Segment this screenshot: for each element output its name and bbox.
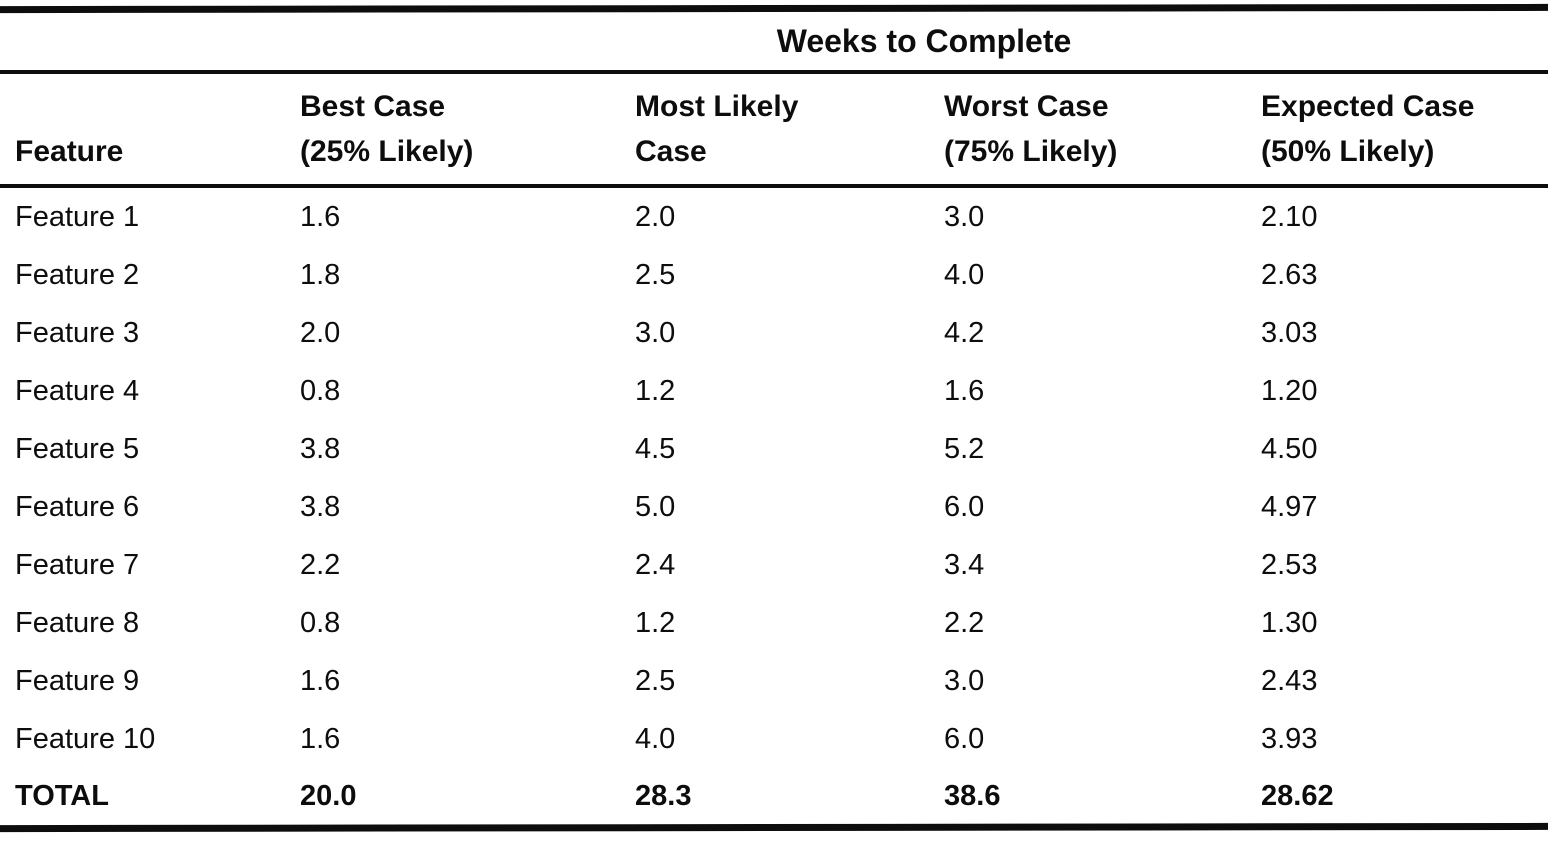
- best-case-value: 3.8: [300, 490, 341, 523]
- most-likely-value: 5.0: [635, 490, 676, 523]
- worst-case-value: 6.0: [944, 490, 985, 523]
- total-most-likely-value: 28.3: [635, 779, 692, 812]
- feature-name: Feature 10: [15, 722, 156, 755]
- expected-case-value: 3.93: [1261, 722, 1318, 755]
- table-spanner-heading: Weeks to Complete: [776, 22, 1072, 59]
- total-worst-case-value: 38.6: [944, 779, 1001, 812]
- most-likely-value: 2.0: [635, 200, 676, 233]
- feature-name: Feature 1: [15, 200, 140, 233]
- best-case-value: 2.0: [300, 316, 341, 349]
- feature-name: Feature 5: [15, 432, 140, 465]
- expected-case-value: 2.53: [1261, 548, 1318, 581]
- worst-case-value: 5.2: [944, 432, 985, 465]
- most-likely-value: 2.5: [635, 258, 676, 291]
- expected-case-value: 1.20: [1261, 374, 1318, 407]
- feature-name: Feature 8: [15, 606, 140, 639]
- most-likely-value: 2.4: [635, 548, 676, 581]
- table-row: Feature 1 1.6 2.0 3.0 2.10: [0, 188, 1548, 246]
- column-header-line1: Feature: [15, 135, 124, 168]
- most-likely-value: 1.2: [635, 374, 676, 407]
- total-best-case-value: 20.0: [300, 779, 357, 812]
- table-row: Feature 8 0.8 1.2 2.2 1.30: [0, 594, 1548, 652]
- total-label: TOTAL: [15, 779, 109, 812]
- column-header-expected-case: Expected Case (50% Likely): [1261, 84, 1548, 174]
- expected-case-value: 2.10: [1261, 200, 1318, 233]
- column-header-most-likely: Most Likely Case: [635, 84, 944, 174]
- table-bottom-rule: [0, 822, 1548, 833]
- feature-name: Feature 9: [15, 664, 140, 697]
- table-row: Feature 2 1.8 2.5 4.0 2.63: [0, 246, 1548, 304]
- table-row: Feature 5 3.8 4.5 5.2 4.50: [0, 420, 1548, 478]
- worst-case-value: 3.0: [944, 200, 985, 233]
- table-row: Feature 4 0.8 1.2 1.6 1.20: [0, 362, 1548, 420]
- column-header-worst-case: Worst Case (75% Likely): [944, 84, 1261, 174]
- column-header-line2: (25% Likely): [300, 135, 474, 168]
- best-case-value: 1.6: [300, 722, 341, 755]
- most-likely-value: 2.5: [635, 664, 676, 697]
- column-header-line1: Worst Case: [944, 90, 1109, 123]
- expected-case-value: 3.03: [1261, 316, 1318, 349]
- best-case-value: 1.6: [300, 200, 341, 233]
- worst-case-value: 6.0: [944, 722, 985, 755]
- worst-case-value: 3.0: [944, 664, 985, 697]
- expected-case-value: 2.43: [1261, 664, 1318, 697]
- feature-name: Feature 4: [15, 374, 140, 407]
- column-header-line2: (75% Likely): [944, 135, 1118, 168]
- worst-case-value: 4.2: [944, 316, 985, 349]
- worst-case-value: 4.0: [944, 258, 985, 291]
- expected-case-value: 4.97: [1261, 490, 1318, 523]
- spanner-heading-row: Weeks to Complete: [0, 12, 1548, 70]
- worst-case-value: 2.2: [944, 606, 985, 639]
- table-row: Feature 9 1.6 2.5 3.0 2.43: [0, 652, 1548, 710]
- expected-case-value: 1.30: [1261, 606, 1318, 639]
- most-likely-value: 3.0: [635, 316, 676, 349]
- feature-name: Feature 7: [15, 548, 140, 581]
- expected-case-value: 2.63: [1261, 258, 1318, 291]
- column-header-line1: Best Case: [300, 90, 446, 123]
- spanner-divider-rule: [0, 70, 1548, 74]
- table-row: Feature 6 3.8 5.0 6.0 4.97: [0, 478, 1548, 536]
- most-likely-value: 1.2: [635, 606, 676, 639]
- column-header-line1: Expected Case: [1261, 90, 1475, 123]
- column-header-feature: Feature: [15, 129, 300, 174]
- best-case-value: 3.8: [300, 432, 341, 465]
- table-row: Feature 3 2.0 3.0 4.2 3.03: [0, 304, 1548, 362]
- table-row: Feature 7 2.2 2.4 3.4 2.53: [0, 536, 1548, 594]
- header-divider-rule: [0, 184, 1548, 188]
- worst-case-value: 3.4: [944, 548, 985, 581]
- table-total-row: TOTAL 20.0 28.3 38.6 28.62: [0, 768, 1548, 824]
- table-body: Feature 1 1.6 2.0 3.0 2.10 Feature 2 1.8…: [0, 188, 1548, 824]
- best-case-value: 1.6: [300, 664, 341, 697]
- feature-name: Feature 6: [15, 490, 140, 523]
- column-header-line2: (50% Likely): [1261, 135, 1435, 168]
- best-case-value: 0.8: [300, 374, 341, 407]
- expected-case-value: 4.50: [1261, 432, 1318, 465]
- worst-case-value: 1.6: [944, 374, 985, 407]
- feature-name: Feature 3: [15, 316, 140, 349]
- best-case-value: 0.8: [300, 606, 341, 639]
- column-header-line2: Case: [635, 135, 707, 168]
- column-header-best-case: Best Case (25% Likely): [300, 84, 635, 174]
- feature-name: Feature 2: [15, 258, 140, 291]
- best-case-value: 2.2: [300, 548, 341, 581]
- table-header-row: Feature Best Case (25% Likely) Most Like…: [0, 74, 1548, 184]
- most-likely-value: 4.0: [635, 722, 676, 755]
- column-header-line1: Most Likely: [635, 90, 799, 123]
- best-case-value: 1.8: [300, 258, 341, 291]
- most-likely-value: 4.5: [635, 432, 676, 465]
- table-row: Feature 10 1.6 4.0 6.0 3.93: [0, 710, 1548, 768]
- total-expected-case-value: 28.62: [1261, 779, 1334, 812]
